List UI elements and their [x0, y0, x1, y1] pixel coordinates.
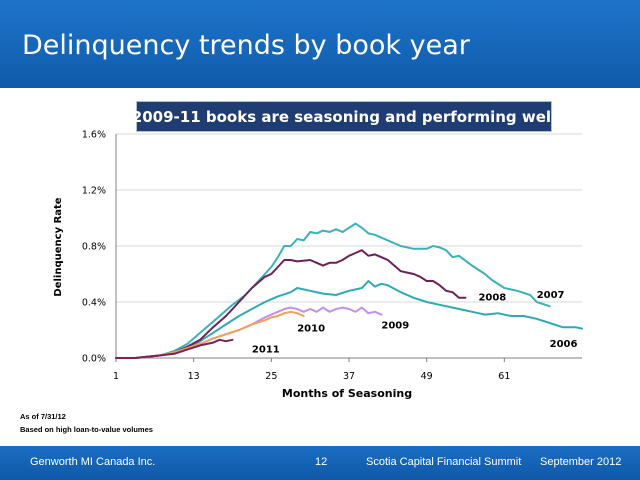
y-tick-label: 0.0%	[82, 354, 106, 365]
grid-layer	[116, 133, 582, 303]
x-tick-label: 25	[265, 371, 277, 382]
series-line-2011	[115, 338, 234, 359]
series-line-2009	[115, 306, 383, 359]
y-tick-label: 1.2%	[82, 186, 106, 197]
series-label-2011: 2011	[252, 344, 280, 355]
footer-company: Genworth MI Canada Inc.	[30, 456, 156, 468]
series-label-2008: 2008	[478, 293, 506, 304]
footnote-basis: Based on high loan-to-value volumes	[20, 425, 153, 434]
y-tick-label: 0.8%	[82, 242, 106, 253]
axis-layer: 0.0% 0.4% 0.8% 1.2% 1.6% 1 13 25 37 49 61	[82, 130, 582, 382]
series-line-2007	[115, 222, 551, 359]
title-bar: Delinquency trends by book year	[0, 0, 640, 88]
series-label-2009: 2009	[381, 321, 409, 332]
label-layer: 2006 2007 2008 2009 2010 2011	[252, 290, 578, 356]
series-label-2010: 2010	[297, 323, 325, 334]
series-label-2007: 2007	[537, 290, 565, 301]
footer-page-number: 12	[315, 456, 328, 468]
x-tick-label: 13	[188, 371, 200, 382]
footnote-date: As of 7/31/12	[20, 412, 66, 421]
series-line-2008	[115, 249, 467, 359]
series-line-2006	[115, 280, 583, 359]
y-axis-label: Delinquency Rate	[53, 197, 64, 296]
slide-title: Delinquency trends by book year	[22, 30, 470, 61]
x-tick-label: 61	[498, 371, 510, 382]
footer-bar: Genworth MI Canada Inc. 12 Scotia Capita…	[0, 446, 640, 480]
y-tick-label: 1.6%	[82, 130, 106, 141]
x-tick-label: 1	[113, 371, 119, 382]
x-tick-label: 37	[343, 371, 355, 382]
series-label-2006: 2006	[550, 339, 578, 350]
footer-date: September 2012	[540, 456, 622, 468]
x-tick-label: 49	[421, 371, 433, 382]
y-tick-label: 0.4%	[82, 298, 106, 309]
callout-box: 2009-11 books are seasoning and performi…	[132, 101, 556, 132]
series-layer	[115, 222, 583, 359]
x-axis-label: Months of Seasoning	[282, 387, 412, 400]
footer-event: Scotia Capital Financial Summit	[366, 456, 522, 468]
